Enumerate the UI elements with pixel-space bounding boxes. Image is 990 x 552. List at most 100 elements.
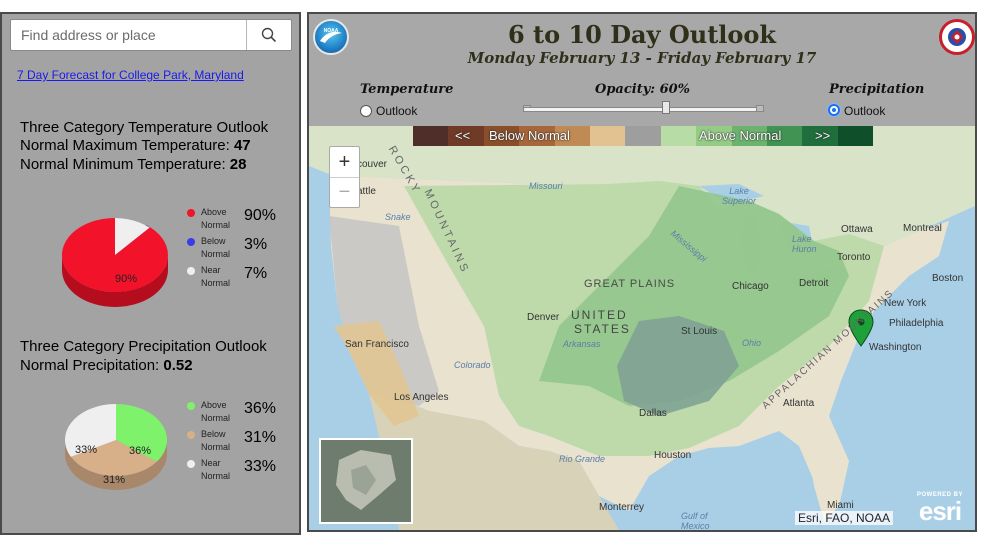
nws-emblem-icon: [948, 28, 966, 46]
outlook-map[interactable]: couver attle Missouri Lake Superior Otta…: [309, 126, 975, 530]
label-detroit: Detroit: [799, 278, 829, 289]
precipitation-outlook-radio[interactable]: [828, 104, 840, 116]
legend-label: Above Normal: [201, 207, 231, 230]
esri-logo: POWERED BY esri: [909, 492, 971, 526]
map-title: 6 to 10 Day Outlook: [507, 20, 777, 49]
lake-superior: [699, 184, 764, 204]
temperature-outlook-radio[interactable]: [360, 105, 372, 117]
label-seattle: attle: [357, 186, 376, 197]
noaa-bird-icon: NOAA: [320, 28, 342, 43]
legend-percent: 3%: [244, 236, 268, 253]
legend-percent: 36%: [244, 400, 277, 417]
location-marker[interactable]: [848, 309, 874, 347]
overview-map[interactable]: [319, 438, 413, 524]
normal-max-temperature: Normal Maximum Temperature: 47: [20, 136, 251, 155]
color-bar-swatch: [766, 126, 803, 146]
overview-map-image: [321, 440, 411, 522]
color-bar-swatch: [519, 126, 555, 146]
temperature-outlook-title: Three Category Temperature Outlook: [20, 119, 269, 136]
color-bar-right-arrows[interactable]: >>: [815, 128, 831, 143]
label-denver: Denver: [527, 312, 560, 323]
label-lake-huron: Lake Huron: [792, 234, 817, 254]
label-snake: Snake: [385, 212, 411, 222]
normal-min-label: Normal Minimum Temperature:: [20, 156, 230, 173]
legend-percent: 33%: [244, 458, 277, 475]
normal-max-value: 47: [233, 137, 251, 154]
legend-dot-green: [187, 402, 195, 410]
mexico-land: [369, 394, 619, 530]
label-st-louis: St Louis: [681, 326, 718, 337]
color-bar-swatch: [448, 126, 484, 146]
label-atlanta: Atlanta: [783, 398, 815, 409]
zoom-in-button[interactable]: +: [338, 150, 351, 173]
precipitation-outlook-radio-label[interactable]: Outlook: [844, 104, 886, 118]
precipitation-pie-label-near: 33%: [75, 444, 97, 456]
location-marker-dot: [857, 318, 865, 326]
precipitation-pie-label-below: 31%: [103, 474, 125, 486]
normal-precipitation-value: 0.52: [163, 357, 193, 374]
label-washington: Washington: [869, 342, 922, 353]
map-header: NOAA 6 to 10 Day Outlook Monday February…: [309, 14, 975, 126]
search-box: [10, 19, 292, 51]
opacity-slider[interactable]: [523, 107, 763, 112]
map-panel: NOAA 6 to 10 Day Outlook Monday February…: [307, 12, 977, 532]
label-ohio: Ohio: [742, 338, 762, 348]
temperature-outlook-radio-label[interactable]: Outlook: [376, 104, 418, 118]
label-lake-superior: Lake Superior: [721, 186, 757, 206]
color-bar-swatch: [625, 126, 661, 146]
basemap: [309, 126, 975, 530]
search-button[interactable]: [246, 20, 291, 50]
legend-dot-white: [187, 460, 195, 468]
legend-label: Below Normal: [201, 429, 231, 452]
svg-text:NOAA: NOAA: [324, 28, 339, 34]
color-bar-swatch: [589, 126, 626, 146]
color-bar-swatch: [837, 126, 874, 146]
legend-dot-blue: [187, 238, 195, 246]
below-normal-region-california: [334, 321, 419, 426]
label-houston: Houston: [654, 450, 692, 461]
zoom-control: + −: [329, 146, 360, 208]
color-bar-below-label: Below Normal: [489, 128, 570, 143]
zoom-out-button[interactable]: −: [330, 177, 359, 207]
opacity-slider-thumb[interactable]: [662, 101, 670, 114]
legend-percent: 31%: [244, 429, 277, 446]
nws-logo: [939, 19, 975, 55]
label-montreal: Montreal: [903, 223, 942, 234]
legend-label: Near Normal: [201, 265, 231, 288]
near-normal-region-central: [617, 316, 739, 416]
esri-wordmark: esri: [918, 496, 962, 526]
temperature-pie-slice-above: [61, 218, 168, 292]
temperature-control-label: Temperature: [360, 82, 454, 97]
label-toronto: Toronto: [837, 252, 871, 263]
legend-percent: 7%: [244, 265, 268, 282]
color-bar-above-label: Above Normal: [699, 128, 782, 143]
label-los-angeles: Los Angeles: [394, 392, 449, 403]
above-normal-region-medium: [539, 186, 849, 406]
legend-percent: 90%: [244, 207, 277, 224]
label-mississippi: Mississippi: [668, 228, 709, 264]
precipitation-pie-slice-below: [70, 440, 157, 477]
label-arkansas: Arkansas: [563, 339, 601, 349]
temperature-pie-label-above: 90%: [115, 273, 137, 285]
map-subtitle: Monday February 13 - Friday February 17: [467, 49, 817, 67]
forecast-link[interactable]: 7 Day Forecast for College Park, Marylan…: [17, 68, 244, 82]
map-attribution: Esri, FAO, NOAA: [795, 511, 894, 525]
label-rocky: ROCKY: [385, 144, 424, 197]
normal-min-temperature: Normal Minimum Temperature: 28: [20, 155, 246, 174]
label-miami: Miami: [827, 500, 854, 511]
precipitation-pie-slice-above: [116, 404, 168, 462]
label-chicago: Chicago: [732, 281, 769, 292]
opacity-label: Opacity: 60%: [595, 82, 691, 97]
color-bar-swatch: [802, 126, 838, 146]
color-bar-left-arrows[interactable]: <<: [455, 128, 471, 143]
label-vancouver: couver: [357, 159, 388, 170]
normal-min-value: 28: [229, 156, 247, 173]
legend-label: Below Normal: [201, 236, 231, 259]
label-great-plains: GREAT PLAINS: [584, 278, 676, 290]
info-panel: 7 Day Forecast for College Park, Marylan…: [0, 12, 301, 535]
search-input[interactable]: [11, 20, 246, 50]
label-missouri: Missouri: [529, 181, 563, 191]
temperature-pie-side: [62, 255, 168, 307]
search-icon: [261, 27, 277, 43]
label-monterrey: Monterrey: [599, 502, 645, 513]
